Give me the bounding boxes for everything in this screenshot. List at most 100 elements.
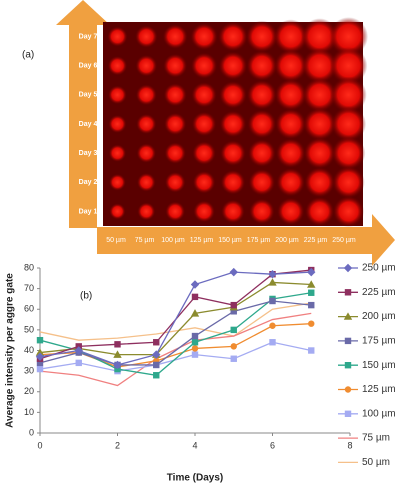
aggregate-spot (191, 82, 217, 108)
aggregate-spot (274, 78, 307, 111)
day-label: Day 7 (79, 33, 98, 40)
panel-label: (a) (22, 50, 34, 61)
marker (113, 350, 122, 358)
series-line (39, 271, 312, 366)
panel-b: (b) 0 10 20 30 40 50 60 70 80 0 2 4 6 8 Time (Days) Aver… (5, 262, 396, 483)
aggregate-spot (273, 19, 308, 54)
day-label: Day 4 (79, 121, 98, 128)
aggregate-spot (136, 113, 157, 135)
aggregate-spot (332, 166, 365, 199)
aggregate-spot (275, 138, 306, 169)
legend-label: 75 µm (362, 433, 390, 444)
series-line (39, 300, 312, 366)
marker (190, 309, 200, 317)
aggregate-spot (248, 168, 276, 196)
day-arrow (56, 0, 110, 228)
legend-label: 50 µm (362, 457, 390, 468)
aggregate-spot (107, 26, 128, 47)
size-label: 225 µm (304, 237, 328, 244)
legend-label: 175 µm (362, 336, 396, 347)
aggregate-spot (135, 25, 158, 48)
panel-label: (b) (80, 291, 92, 302)
aggregate-spot (305, 196, 335, 227)
legend-entry: 200 µm (338, 311, 396, 322)
y-tick-label: 40 (24, 345, 34, 355)
x-tick-label: 6 (270, 440, 275, 450)
marker (230, 326, 237, 334)
marker (191, 351, 199, 358)
legend-label: 150 µm (362, 360, 396, 371)
aggregate-spot (245, 20, 278, 53)
aggregate-spot (329, 17, 369, 57)
marker (344, 362, 352, 369)
marker (269, 322, 276, 329)
marker (307, 267, 316, 277)
marker (230, 301, 237, 309)
aggregate-spot (190, 52, 218, 79)
aggregate-spot (220, 140, 246, 166)
aggregate-spot (276, 167, 306, 197)
legend-entry: 125 µm (338, 384, 396, 395)
marker (191, 339, 199, 346)
x-tick-label: 0 (37, 440, 42, 450)
aggregate-spot (192, 170, 216, 194)
aggregate-spot (248, 139, 276, 167)
marker (307, 280, 316, 288)
marker (153, 339, 160, 346)
y-tick-label: 50 (24, 324, 34, 334)
y-axis-title: Average intensity per aggre gate (5, 273, 16, 428)
aggregate-spot (191, 111, 217, 137)
series-line (39, 302, 312, 341)
legend-entry: 225 µm (338, 287, 396, 298)
marker (36, 359, 44, 367)
marker (308, 301, 315, 309)
aggregate-spot (163, 53, 188, 78)
aggregate-spot (331, 136, 366, 171)
day-label: Day 5 (79, 92, 98, 99)
aggregate-spot (164, 171, 186, 193)
aggregate-spot (164, 112, 187, 136)
day-label: Day 1 (79, 208, 98, 215)
aggregate-spot (301, 47, 338, 84)
marker (35, 348, 45, 356)
marker (153, 372, 160, 379)
marker (343, 263, 353, 273)
aggregate-spot (107, 55, 128, 76)
marker (269, 339, 276, 346)
y-tick-label: 0 (29, 427, 34, 437)
marker (269, 297, 276, 305)
legend-label: 200 µm (362, 311, 396, 322)
marker (153, 361, 160, 369)
legend-entry: 75 µm (338, 433, 390, 444)
marker (344, 289, 352, 296)
series-line (39, 281, 312, 356)
marker (308, 347, 315, 354)
aggregate-spot (274, 49, 308, 83)
aggregate-spot (332, 195, 365, 228)
legend-entry: 175 µm (338, 336, 396, 347)
marker (35, 352, 45, 361)
aggregate-spot (109, 173, 126, 191)
legend-label: 250 µm (362, 263, 396, 274)
aggregate-spot (109, 203, 126, 220)
aggregate-spot (246, 79, 277, 110)
aggregate-spot (108, 114, 127, 134)
legend-label: 100 µm (362, 408, 396, 419)
legend-label: 225 µm (362, 287, 396, 298)
y-tick-label: 30 (24, 366, 34, 376)
aggregate-spot (137, 202, 156, 221)
aggregate-spot (108, 85, 127, 105)
aggregate-spot (329, 46, 368, 85)
legend-entry: 50 µm (338, 457, 390, 468)
marker (152, 350, 161, 359)
y-tick-label: 20 (24, 386, 34, 396)
marker (191, 293, 199, 301)
day-label: Day 6 (79, 63, 98, 70)
legend-label: 125 µm (362, 384, 396, 395)
aggregate-spot (219, 110, 247, 138)
aggregate-spot (304, 167, 335, 198)
aggregate-spot (136, 143, 157, 163)
aggregate-spot (135, 84, 157, 106)
aggregate-spot (330, 76, 367, 114)
